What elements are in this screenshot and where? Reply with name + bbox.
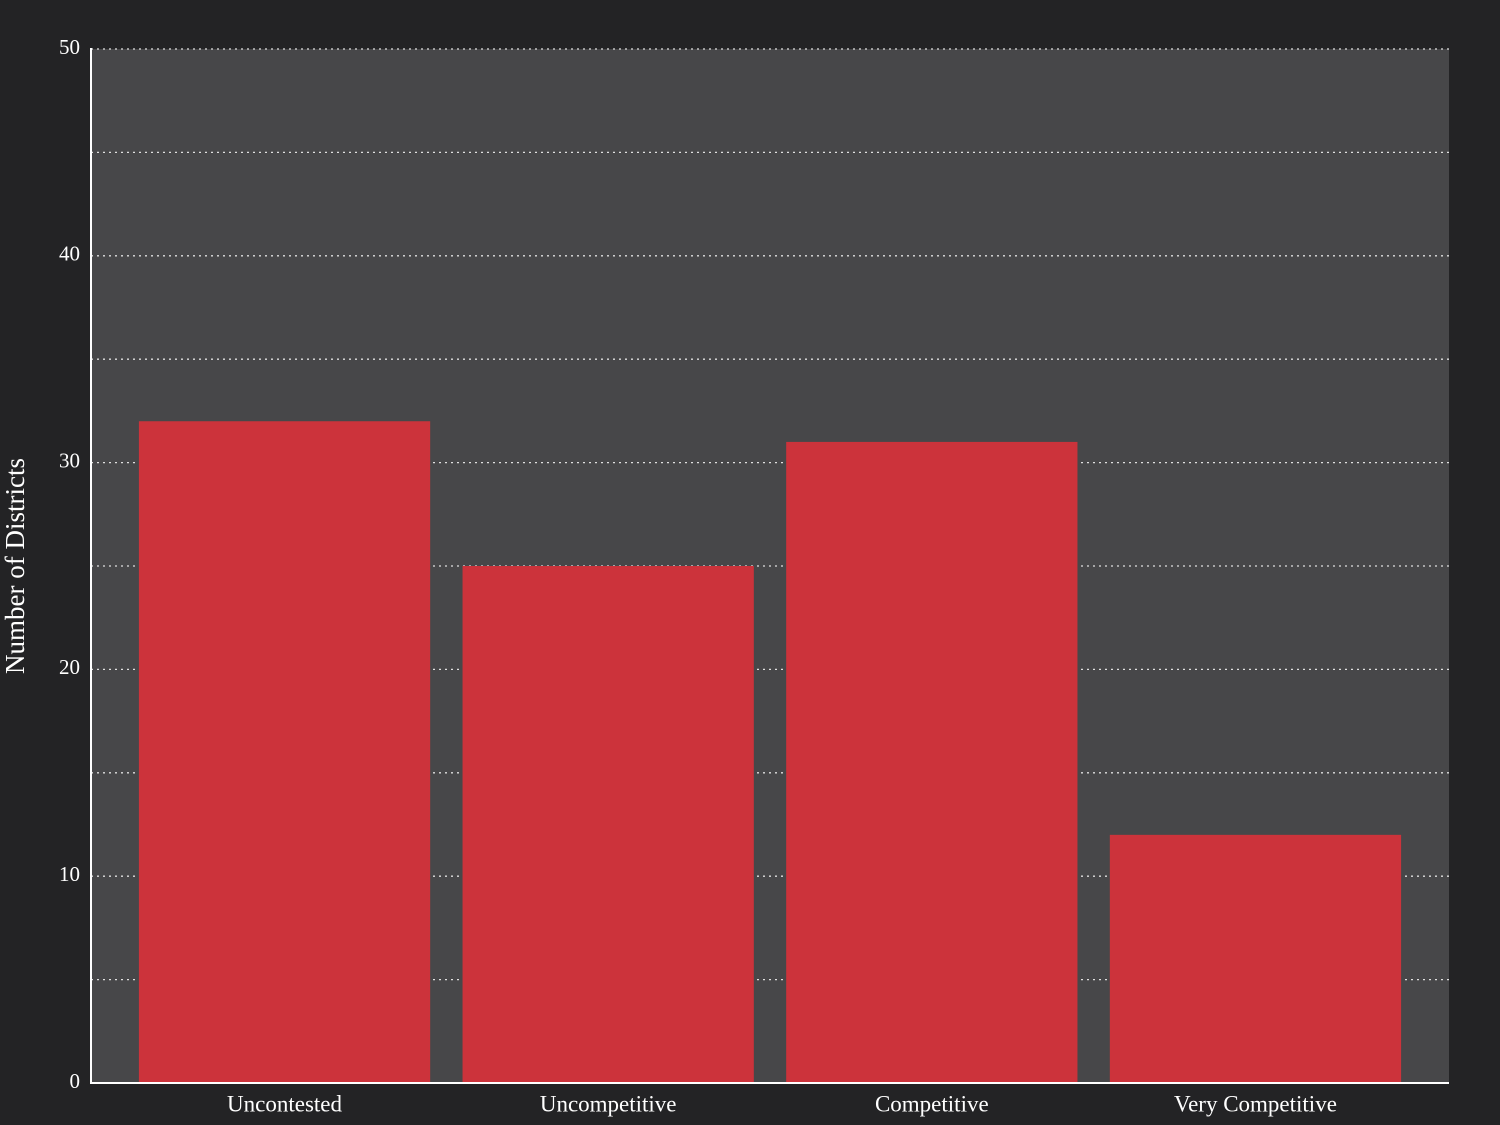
y-tick-label: 10 [59,862,80,886]
x-tick-label: Competitive [875,1091,989,1116]
x-tick-label: Uncompetitive [540,1091,677,1116]
bar [786,441,1078,1083]
y-tick-label: 20 [59,655,80,679]
labels: 0 10 20 30 40 50 Uncontested Uncompetitive Compe… [59,35,1337,1116]
y-tick-label: 30 [59,448,80,472]
bar [138,421,431,1083]
grid [91,48,1449,981]
bar [462,566,754,1083]
x-tick-label: Uncontested [227,1091,342,1116]
bars [138,421,1402,1083]
x-tick-label: Very Competitive [1174,1091,1337,1116]
y-tick-label: 40 [59,242,80,266]
y-tick-label: 0 [70,1069,81,1093]
y-tick-label: 50 [59,35,80,59]
y-axis-label: Number of Districts [0,458,30,674]
bar [1109,834,1402,1083]
